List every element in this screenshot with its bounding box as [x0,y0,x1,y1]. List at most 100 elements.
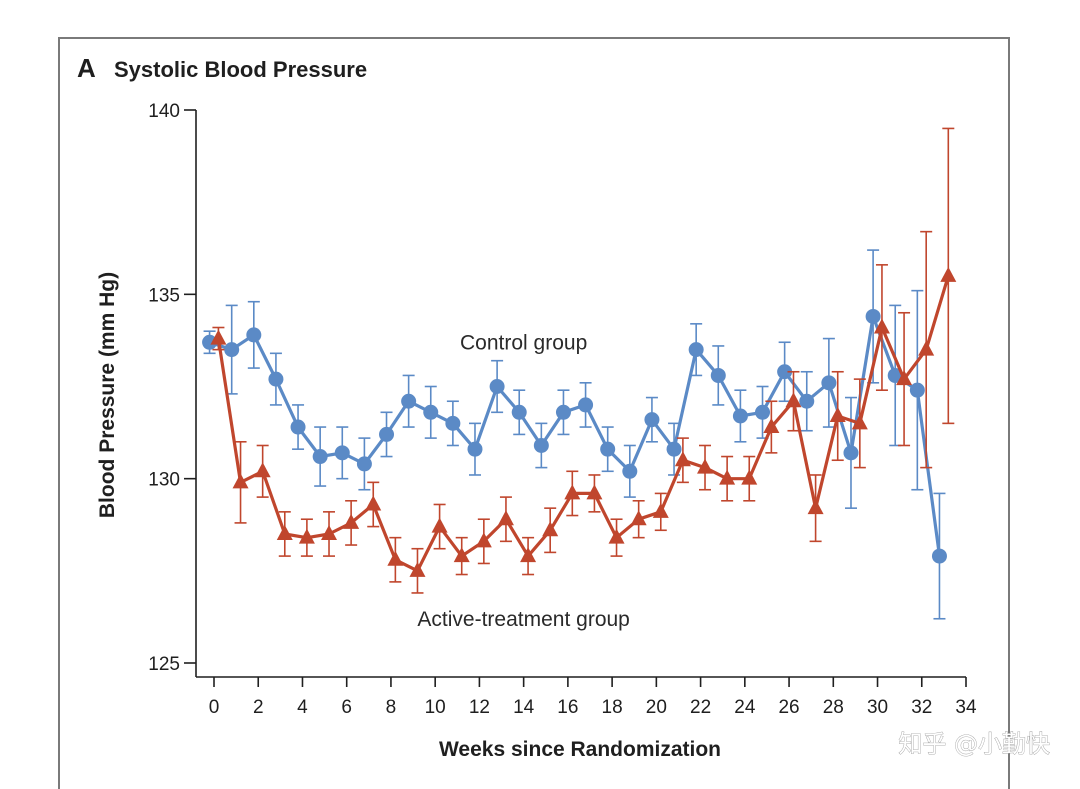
data-point [276,524,293,540]
data-point [918,340,935,356]
data-point [697,458,714,474]
data-point [298,528,315,544]
data-point [909,382,925,398]
data-point [224,342,240,358]
data-point [710,367,726,383]
data-point [232,473,249,489]
data-point [799,393,815,409]
x-tick-label: 34 [955,697,977,718]
data-point [666,441,682,457]
y-axis-title: Blood Pressure (mm Hg) [96,272,119,518]
data-point [555,404,571,420]
active-treatment-group-label: Active-treatment group [417,608,629,631]
data-point [719,469,736,485]
data-point [829,406,846,422]
x-ticks: 0 2 4 6 8 10 12 14 16 18 20 22 24 26 28 30 32 34 [209,677,977,718]
data-point [334,445,350,461]
data-point [785,392,802,408]
data-point [387,550,404,566]
data-point [475,532,492,548]
x-tick-label: 8 [386,697,397,718]
data-point [652,502,669,518]
chart-frame [58,37,1010,789]
y-tick-label: 135 [148,285,180,306]
data-point [511,404,527,420]
data-point [865,308,881,324]
data-point [290,419,306,435]
data-point [268,371,284,387]
data-point [533,437,549,453]
data-point [608,528,625,544]
x-tick-label: 18 [602,697,623,718]
data-point [497,510,514,526]
data-point [489,379,505,394]
data-point [887,367,903,383]
data-point [564,484,581,500]
data-point [246,327,262,343]
x-tick-label: 12 [469,697,490,718]
data-point [520,547,537,563]
series-line [216,275,950,573]
data-point [365,495,382,511]
data-point [431,517,448,533]
data-point [741,469,758,485]
y-ticks: 125 130 135 140 [148,101,196,675]
watermark: 知乎 @小勤快 [898,730,1050,758]
x-tick-label: 26 [778,697,799,718]
x-tick-label: 4 [297,697,308,718]
data-point [763,418,780,434]
data-point [210,329,227,345]
data-point [630,510,647,526]
data-point [821,375,837,391]
x-tick-label: 10 [425,697,446,718]
data-point [807,499,824,515]
x-tick-label: 16 [557,697,578,718]
x-tick-label: 14 [513,697,535,718]
x-tick-label: 22 [690,697,711,718]
data-point [600,441,616,457]
data-point [312,449,328,465]
x-tick-label: 0 [209,697,220,718]
axes [195,110,966,678]
data-point [356,456,372,472]
data-point [777,364,793,380]
x-axis-title: Weeks since Randomization [439,738,721,761]
data-point [940,266,957,282]
data-point [343,513,360,529]
y-tick-label: 130 [148,470,180,491]
x-tick-label: 2 [253,697,264,718]
data-point [409,561,426,577]
series-control-group [202,249,947,620]
y-tick-label: 140 [148,101,180,122]
data-point [644,412,660,428]
control-group-label: Control group [460,331,587,354]
data-point [321,524,338,540]
data-point [896,370,913,386]
data-point [755,404,771,420]
data-point [931,548,947,564]
data-point [423,404,439,420]
panel-letter: A [77,53,96,83]
data-point [851,414,868,430]
data-point [688,342,704,358]
data-point [586,484,603,500]
data-point [445,415,461,431]
x-tick-label: 30 [867,697,888,718]
data-point [873,318,890,334]
x-tick-label: 28 [823,697,844,718]
series-active-treatment-group [210,127,957,594]
data-point [467,441,483,457]
x-tick-label: 6 [341,697,352,718]
data-point [843,445,859,461]
x-tick-label: 32 [911,697,932,718]
data-point [379,426,395,442]
data-point [401,393,417,409]
data-point [732,408,748,424]
data-point [254,462,271,478]
chart-title: Systolic Blood Pressure [114,57,367,82]
data-point [578,397,594,413]
data-point [674,451,691,467]
data-point [622,463,638,479]
y-tick-label: 125 [148,654,180,675]
